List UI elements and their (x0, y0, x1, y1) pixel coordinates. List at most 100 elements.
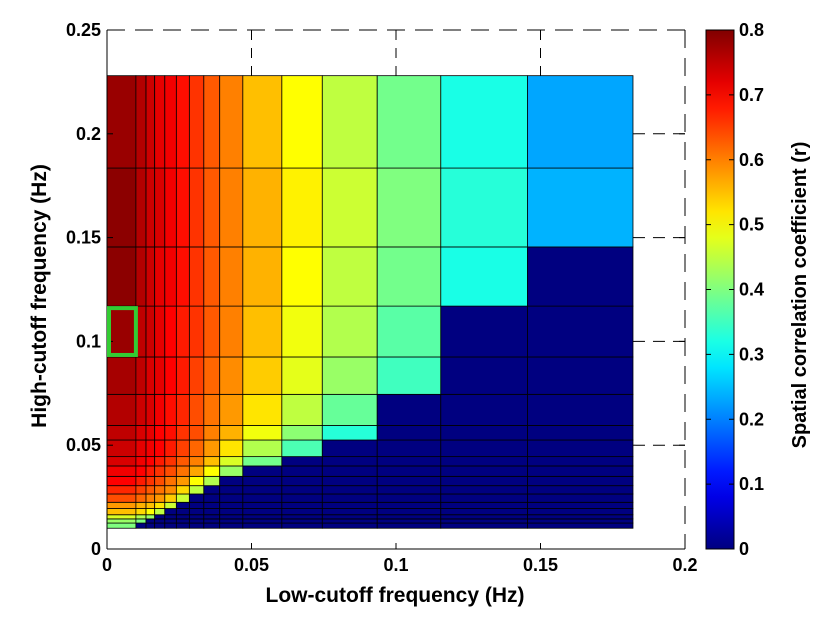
heatmap-cell (440, 246, 528, 307)
heatmap-cell (527, 518, 634, 524)
heatmap-cell (440, 439, 528, 458)
heatmap-cell (281, 425, 323, 441)
heatmap-cell (376, 522, 442, 529)
heatmap-cell (440, 485, 528, 495)
heatmap-cell (106, 393, 137, 426)
y-tick-label: 0.05 (66, 435, 101, 455)
heatmap-cell (219, 75, 244, 169)
colorbar-tick-label: 0.7 (739, 85, 764, 105)
heatmap-cell (242, 518, 283, 524)
heatmap-cell (135, 425, 147, 441)
heatmap-cell (135, 518, 147, 524)
heatmap-cell (135, 356, 147, 395)
heatmap-cell (106, 75, 137, 169)
heatmap-cell (527, 456, 634, 467)
heatmap-cell (440, 356, 528, 395)
heatmap-cell (527, 393, 634, 426)
heatmap-cell (376, 465, 442, 477)
heatmap-cell (219, 522, 244, 529)
heatmap-cell (203, 439, 221, 458)
heatmap-cell (440, 514, 528, 520)
heatmap-cell (376, 485, 442, 495)
heatmap-cell (376, 75, 442, 169)
heatmap-cell (321, 456, 378, 467)
heatmap-cell (376, 356, 442, 395)
heatmap-cell (164, 501, 177, 509)
heatmap-cell (154, 514, 166, 520)
colorbar-tick-label: 0.3 (739, 344, 764, 364)
heatmap-cell (203, 393, 221, 426)
heatmap-cell (145, 393, 156, 426)
heatmap-cell (188, 456, 205, 467)
heatmap-cell (175, 508, 190, 516)
heatmap-cell (376, 518, 442, 524)
x-axis: 0 0.05 0.1 0.15 0.2 (102, 30, 698, 575)
heatmap-cell (203, 356, 221, 395)
heatmap-cell (281, 508, 323, 516)
heatmap-cell (145, 305, 156, 358)
heatmap-cell (242, 75, 283, 169)
heatmap-cell (527, 501, 634, 509)
heatmap-cell (242, 522, 283, 529)
heatmap-cell (154, 393, 166, 426)
heatmap-cell (145, 456, 156, 467)
heatmap-cell (376, 493, 442, 503)
heatmap-cell (242, 305, 283, 358)
heatmap-cell (154, 167, 166, 248)
heatmap-cell (175, 246, 190, 307)
heatmap-cell (219, 425, 244, 441)
heatmap-cell (219, 456, 244, 467)
heatmap-cell (175, 514, 190, 520)
heatmap-cell (527, 425, 634, 441)
heatmap-cell (154, 425, 166, 441)
heatmap-cell (154, 518, 166, 524)
heatmap-cell (106, 439, 137, 458)
heatmap-cell (527, 167, 634, 248)
heatmap-cell (145, 501, 156, 509)
heatmap-cell (154, 456, 166, 467)
heatmap-cell (242, 508, 283, 516)
heatmap-cell (219, 167, 244, 248)
heatmap-cell (376, 508, 442, 516)
x-tick-label: 0.2 (672, 555, 697, 575)
heatmap-cell (106, 522, 137, 529)
heatmap-cell (281, 75, 323, 169)
heatmap-cell (219, 439, 244, 458)
heatmap-cell (188, 475, 205, 487)
heatmap-cell (175, 305, 190, 358)
heatmap-cell (242, 425, 283, 441)
y-tick-label: 0.1 (76, 331, 101, 351)
colorbar-tick-label: 0.1 (739, 474, 764, 494)
colorbar-tick-label: 0.5 (739, 215, 764, 235)
heatmap-cell (203, 246, 221, 307)
heatmap-cell (135, 439, 147, 458)
heatmap-cell (321, 522, 378, 529)
heatmap-cell (145, 522, 156, 529)
heatmap-cell (242, 439, 283, 458)
heatmap-cell (164, 465, 177, 477)
heatmap-cell (440, 465, 528, 477)
heatmap-cell (203, 305, 221, 358)
heatmap-cell (145, 425, 156, 441)
x-tick-label: 0.05 (234, 555, 269, 575)
heatmap-cell (219, 246, 244, 307)
heatmap-cell (203, 465, 221, 477)
heatmap-cell (164, 393, 177, 426)
heatmap-cell (135, 501, 147, 509)
heatmap-cell (376, 167, 442, 248)
heatmap-cell (188, 167, 205, 248)
heatmap-cell (281, 518, 323, 524)
heatmap-cell (135, 167, 147, 248)
heatmap-cell (527, 305, 634, 358)
heatmap-cell (321, 485, 378, 495)
heatmap-cell (188, 75, 205, 169)
heatmap-cell (164, 522, 177, 529)
heatmap-cell (321, 514, 378, 520)
y-tick-label: 0 (91, 539, 101, 559)
heatmap-cell (175, 393, 190, 426)
heatmap-cell (154, 522, 166, 529)
heatmap-cell (219, 465, 244, 477)
heatmap-cell (188, 518, 205, 524)
